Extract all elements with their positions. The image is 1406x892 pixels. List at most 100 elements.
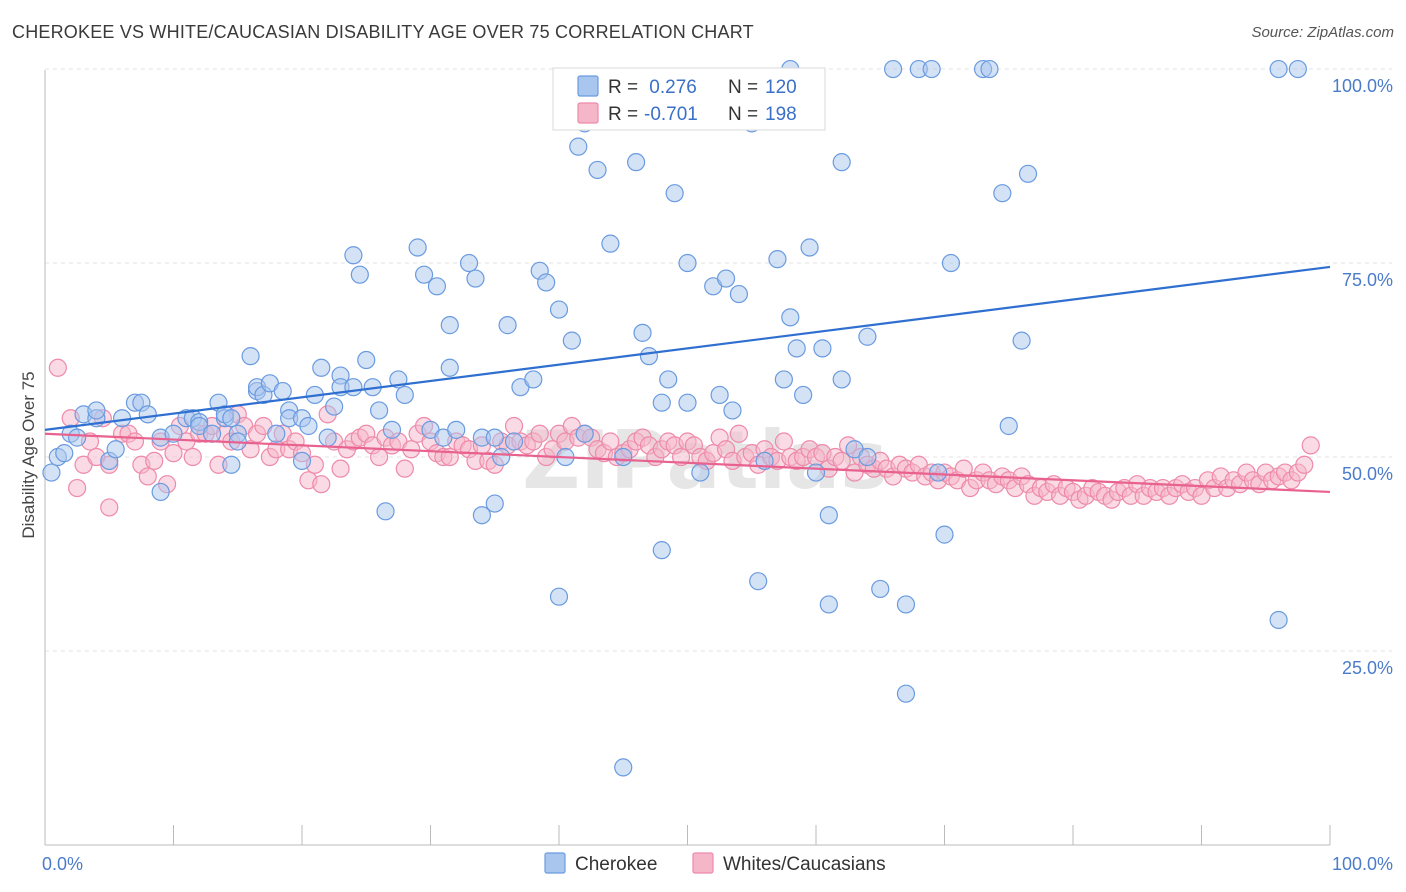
cherokee-point [472,506,491,525]
cherokee-point [601,234,620,253]
series-cherokee-points [42,59,1307,777]
y-tick-label: 75.0% [1342,270,1393,290]
cherokee-point [537,273,556,292]
y-axis-label: Disability Age Over 75 [19,371,38,538]
legend-n-value-2: 198 [765,104,797,125]
bottom-legend: Cherokee Whites/Caucasians [544,852,886,875]
whites-point [1301,436,1320,455]
cherokee-point [55,444,74,463]
legend-n-label-2: N = [728,104,758,125]
cherokee-point [202,424,222,443]
cherokee-point [1012,331,1031,350]
cherokee-point [395,385,414,405]
cherokee-point [633,323,652,342]
cherokee-point [549,587,569,606]
legend-r-label-2: R = [608,104,638,125]
cherokee-point [639,347,659,366]
x-tick-label-max: 100.0% [1332,854,1393,874]
cherokee-point [858,447,877,467]
cherokee-point [222,409,241,428]
trend-lines [44,265,1331,494]
cherokee-point [781,308,800,327]
whites-point [395,459,414,478]
whites-trend-line [44,432,1331,494]
whites-point [601,432,620,451]
cherokee-point [549,300,569,319]
x-tick-label-min: 0.0% [42,854,83,874]
cherokee-point [723,401,742,420]
cherokee-point [350,265,369,284]
whites-point [729,424,749,443]
cherokee-point [492,447,511,467]
cherokee-point [376,502,395,521]
bottom-legend-swatch-cherokee [544,852,566,874]
y-tick-label: 100.0% [1332,76,1393,96]
cherokee-point [794,385,813,405]
cherokee-trend-line [44,265,1331,431]
cherokee-point [941,253,961,273]
cherokee-point [299,416,318,436]
cherokee-point [485,494,504,513]
cherokee-point [678,393,697,412]
whites-point [331,459,350,478]
legend-n-value-1: 120 [765,77,797,98]
cherokee-point [241,347,260,366]
legend-swatch-cherokee [577,75,599,97]
cherokee-point [614,447,633,467]
cherokee-point [729,284,749,304]
cherokee-point [787,339,806,358]
x-tick-marks [173,825,1331,845]
cherokee-point [562,331,581,350]
bottom-legend-label-cherokee: Cherokee [575,854,657,875]
cherokee-point [883,59,903,79]
cherokee-point [485,428,504,447]
cherokee-point [980,59,999,79]
whites-point [125,432,145,451]
cherokee-point [626,153,646,172]
y-tick-label: 25.0% [1342,658,1393,678]
cherokee-point [800,238,819,257]
cherokee-point [832,153,851,172]
whites-point [774,432,793,451]
cherokee-point [652,541,671,560]
cherokee-point [325,397,344,416]
cherokee-point [575,424,594,443]
legend-r-value-2: -0.701 [644,104,698,125]
cherokee-point [273,381,292,401]
cherokee-point [267,424,286,443]
cherokee-point [498,316,517,335]
chart-title: CHEROKEE VS WHITE/CAUCASIAN DISABILITY A… [12,22,754,42]
cherokee-point [871,579,890,599]
cherokee-point [659,370,678,389]
cherokee-point [691,463,710,482]
cherokee-point [678,253,697,273]
cherokee-point [819,595,838,614]
cherokee-point [344,246,363,265]
cherokee-point [896,595,916,614]
cherokee-point [999,416,1018,436]
cherokee-point [524,370,543,389]
whites-point [183,447,202,467]
cherokee-point [1288,59,1307,79]
cherokee-point [408,238,427,257]
cherokee-point [447,420,466,439]
cherokee-point [382,420,402,439]
cherokee-point [292,451,312,470]
cherokee-point [896,684,916,703]
whites-point [530,424,549,443]
cherokee-point [922,59,941,79]
legend-swatch-whites [577,102,599,124]
cherokee-point [749,572,768,591]
cherokee-point [312,358,331,377]
cherokee-point [832,370,851,389]
cherokee-point [1269,610,1288,630]
cherokee-point [344,378,363,397]
cherokee-point [928,463,948,482]
cherokee-point [68,428,87,447]
cherokee-point [466,269,485,288]
legend-r-label-1: R = [608,77,638,98]
cherokee-point [459,253,479,273]
cherokee-point [774,370,793,389]
cherokee-point [1018,164,1038,183]
legend: R = 0.276 N = 120 R = -0.701 N = 198 [552,67,826,131]
